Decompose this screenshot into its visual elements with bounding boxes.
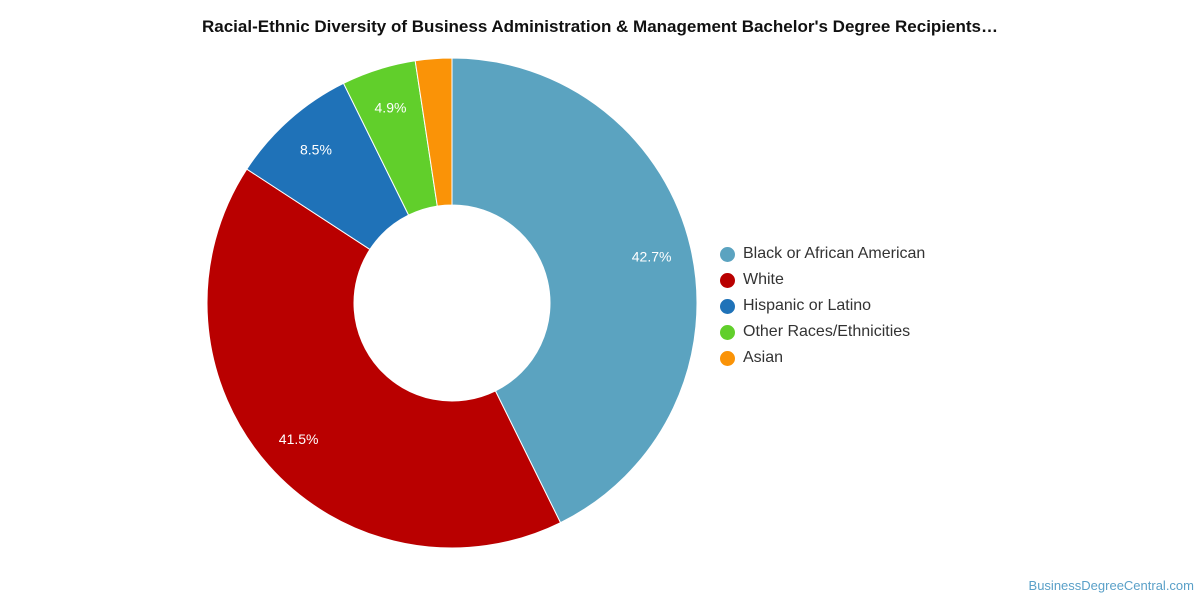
chart-title: Racial-Ethnic Diversity of Business Admi… (201, 17, 998, 36)
legend-swatch (720, 272, 735, 288)
slice-value-label: 8.5% (300, 142, 332, 158)
legend-label: Other Races/Ethnicities (743, 323, 911, 340)
legend-item[interactable]: Other Races/Ethnicities (720, 319, 925, 345)
legend-item[interactable]: Black or African American (720, 241, 925, 267)
legend-label: Asian (743, 349, 784, 366)
legend-label: Hispanic or Latino (743, 297, 872, 314)
legend-item[interactable]: Hispanic or Latino (720, 293, 925, 319)
slice-value-label: 41.5% (279, 431, 319, 447)
legend-swatch (720, 350, 735, 366)
donut-slice-asian[interactable] (414, 57, 453, 207)
legend-label: White (743, 271, 784, 288)
legend-swatch (720, 246, 735, 262)
legend: Black or African American White Hispanic… (720, 241, 925, 371)
source-credit[interactable]: BusinessDegreeCentral.com (1028, 578, 1194, 593)
legend-item[interactable]: White (720, 267, 925, 293)
donut-slice-white[interactable] (206, 168, 562, 549)
legend-item[interactable]: Asian (720, 345, 925, 371)
legend-label: Black or African American (743, 245, 926, 262)
legend-swatch (720, 324, 735, 340)
slice-value-label: 4.9% (375, 99, 407, 115)
legend-swatch (720, 298, 735, 314)
donut-slice-black-or-african-american[interactable] (451, 57, 698, 524)
slice-value-label: 42.7% (632, 248, 672, 264)
